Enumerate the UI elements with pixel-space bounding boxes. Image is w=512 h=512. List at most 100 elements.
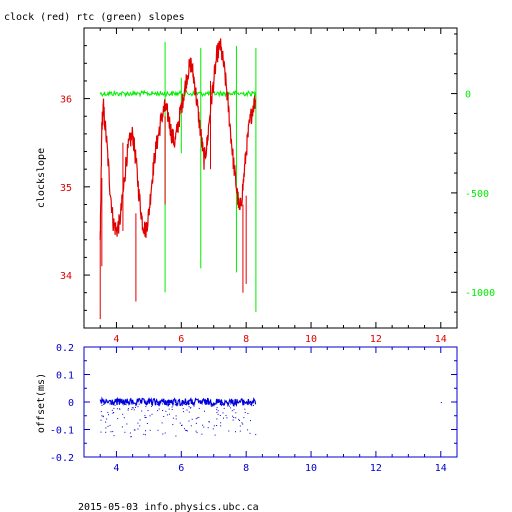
offset-point: [137, 406, 139, 408]
offset-point: [139, 425, 141, 427]
offset-point: [188, 406, 190, 408]
offset-point: [204, 403, 206, 405]
offset-point: [141, 410, 143, 412]
offset-point: [214, 434, 216, 436]
bottom-y-tick-label: 0.2: [56, 343, 74, 354]
offset-point: [101, 415, 103, 417]
offset-point: [138, 403, 140, 405]
chart-title: clock (red) rtc (green) slopes: [4, 12, 185, 23]
offset-point: [151, 405, 152, 407]
offset-point: [116, 403, 118, 405]
offset-point: [144, 417, 146, 418]
offset-point: [137, 428, 139, 430]
offset-point: [212, 428, 214, 430]
offset-point: [107, 411, 109, 413]
offset-point: [194, 403, 196, 405]
offset-point: [106, 418, 108, 420]
offset-point: [244, 408, 246, 410]
offset-point: [186, 430, 188, 432]
offset-point: [162, 403, 164, 405]
offset-point: [223, 417, 224, 419]
offset-point: [157, 410, 159, 412]
offset-point: [157, 404, 159, 406]
offset-point: [208, 421, 210, 423]
offset-point: [100, 431, 102, 433]
offset-point: [109, 424, 111, 426]
offset-point: [149, 429, 151, 431]
offset-point: [121, 426, 123, 428]
offset-point: [179, 422, 181, 424]
offset-point: [221, 403, 223, 405]
rtc-series-line: [99, 89, 257, 98]
offset-point: [238, 418, 240, 420]
offset-point: [216, 418, 218, 420]
offset-point: [113, 435, 115, 437]
offset-point: [204, 410, 205, 412]
offset-point: [139, 419, 141, 421]
offset-point: [222, 412, 224, 414]
offset-point: [135, 406, 136, 408]
offset-point: [127, 408, 129, 410]
clock-series-line: [99, 38, 257, 240]
offset-point: [164, 432, 166, 434]
top-panel-frame: [83, 27, 458, 329]
offset-point: [144, 434, 146, 436]
offset-point: [133, 409, 135, 411]
offset-point: [213, 425, 215, 427]
offset-point: [184, 428, 185, 430]
offset-point: [168, 413, 170, 415]
offset-point: [195, 418, 197, 420]
offset-point: [230, 403, 232, 405]
offset-point: [172, 424, 174, 426]
offset-point: [151, 413, 153, 415]
offset-point: [105, 431, 107, 433]
offset-point: [242, 423, 244, 425]
offset-point: [182, 408, 184, 410]
offset-point: [223, 403, 225, 405]
offset-point: [100, 411, 102, 413]
offset-point: [212, 405, 214, 407]
offset-point: [202, 424, 204, 426]
offset-point: [181, 403, 183, 405]
offset-point: [184, 404, 186, 405]
offset-point: [105, 421, 107, 423]
offset-point: [113, 403, 115, 405]
offset-point: [108, 414, 109, 416]
offset-point: [163, 416, 165, 417]
offset-point: [191, 418, 193, 420]
top-y-right-tick-label: -500: [465, 189, 489, 200]
offset-point: [125, 404, 127, 406]
offset-point: [241, 422, 243, 424]
offset-point: [230, 407, 232, 409]
offset-point: [149, 415, 151, 417]
offset-point: [122, 413, 124, 415]
footer-text: 2015-05-03 info.physics.ubc.ca: [78, 502, 259, 512]
top-x-tick-label: 12: [370, 334, 382, 345]
offset-point: [119, 408, 121, 410]
offset-point: [188, 411, 190, 413]
offset-point: [168, 404, 170, 406]
offset-point: [219, 403, 221, 405]
offset-point: [247, 403, 249, 405]
top-panel-tick-labels: 4 6 8 10 12 14 34 35 36 0 -500 -1000: [60, 90, 495, 345]
offset-point: [231, 410, 233, 412]
offset-point: [171, 406, 173, 408]
offset-point: [221, 403, 223, 405]
offset-point: [111, 403, 113, 405]
offset-point: [164, 404, 166, 406]
offset-point: [132, 407, 134, 409]
offset-point: [174, 404, 176, 406]
offset-point: [173, 403, 175, 405]
offset-point: [203, 426, 205, 428]
offset-point: [189, 407, 191, 409]
top-x-tick-label: 6: [178, 334, 184, 345]
top-y-right-tick-label: 0: [465, 90, 471, 101]
offset-point: [216, 425, 218, 426]
offset-point: [117, 418, 119, 420]
offset-point: [166, 414, 168, 416]
offset-point: [247, 429, 249, 431]
offset-point: [239, 425, 241, 427]
offset-point: [196, 432, 198, 434]
offset-point: [186, 430, 188, 431]
